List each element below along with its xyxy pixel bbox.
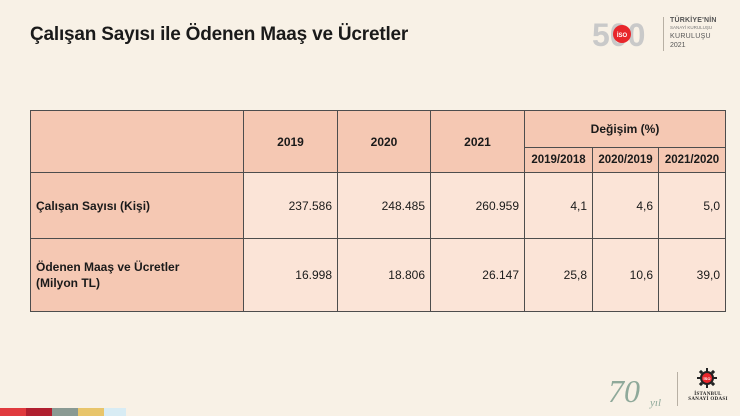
year-header: 2020	[337, 110, 431, 173]
turkiye-500-logo: 500 İSO	[592, 17, 645, 50]
logo-line-4: 2021	[670, 41, 686, 49]
iso-gear-icon	[613, 25, 631, 43]
iso-org-line2: SANAYİ ODASI	[688, 397, 728, 402]
logo-70-number: 70	[608, 373, 640, 409]
salary-employee-table: 2019 2020 2021 Değişim (%) 2019/2018 202…	[30, 110, 726, 312]
change-period-header: 2019/2018	[524, 147, 593, 173]
table-cell: 26.147	[430, 238, 525, 312]
table-cell: 18.806	[337, 238, 431, 312]
row-label-wages: Ödenen Maaş ve Ücretler (Milyon TL)	[30, 238, 244, 312]
table-row: Çalışan Sayısı (Kişi) 237.586 248.485 26…	[30, 172, 726, 239]
table-cell: 25,8	[524, 238, 593, 312]
change-period-header: 2020/2019	[592, 147, 659, 173]
logo-iso-badge: İSO	[617, 32, 628, 39]
table-cell: 16.998	[243, 238, 338, 312]
table-header-row: 2019 2020 2021 Değişim (%)	[30, 110, 726, 173]
iso-gear-icon: İSO	[697, 368, 717, 388]
table-subheader-row: 2019/2018 2020/2019 2021/2020	[31, 147, 726, 173]
change-period-header: 2021/2020	[658, 147, 726, 173]
table-cell: 4,6	[592, 172, 659, 239]
iso-org-name: İSTANBUL SANAYİ ODASI	[683, 392, 733, 402]
iso-gear-badge: İSO	[704, 376, 711, 381]
logo-70-word: yıl	[649, 397, 661, 409]
color-strip-segment	[52, 408, 78, 416]
table-cell: 260.959	[430, 172, 525, 239]
iso-org-line1: İSTANBUL	[694, 392, 722, 397]
table-cell: 39,0	[658, 238, 726, 312]
color-strip-segment	[78, 408, 104, 416]
logo-line-1: TÜRKİYE'NİN	[670, 17, 717, 24]
header-corner-cell	[30, 110, 244, 173]
table-cell: 248.485	[337, 172, 431, 239]
logo-line-2: SANAYİ KURULUŞU	[670, 25, 713, 30]
table-cell: 5,0	[658, 172, 726, 239]
table-cell: 10,6	[592, 238, 659, 312]
color-strip-segment	[26, 408, 52, 416]
color-strip-segment	[0, 408, 26, 416]
table-row: Ödenen Maaş ve Ücretler (Milyon TL) 16.9…	[30, 238, 726, 312]
row-label-employees: Çalışan Sayısı (Kişi)	[30, 172, 244, 239]
row-label-wages-line1: Ödenen Maaş ve Ücretler	[36, 260, 180, 274]
table-cell: 237.586	[243, 172, 338, 239]
year-header: 2019	[243, 110, 338, 173]
year-header: 2021	[430, 110, 525, 173]
logo-text-block: TÜRKİYE'NİN SANAYİ KURULUŞU KURULUŞU 202…	[670, 17, 717, 49]
slide-title: Çalışan Sayısı ile Ödenen Maaş ve Ücretl…	[30, 24, 409, 45]
color-strip-segment	[104, 408, 126, 416]
seventy-year-logo: 70 yıl	[608, 373, 661, 409]
table-cell: 4,1	[524, 172, 593, 239]
logo-line-3: KURULUŞU	[670, 32, 711, 40]
row-label-wages-line2: (Milyon TL)	[36, 276, 100, 290]
change-header: Değişim (%)	[524, 110, 726, 148]
logo-divider-bottom	[677, 372, 678, 406]
logo-divider	[663, 17, 664, 51]
